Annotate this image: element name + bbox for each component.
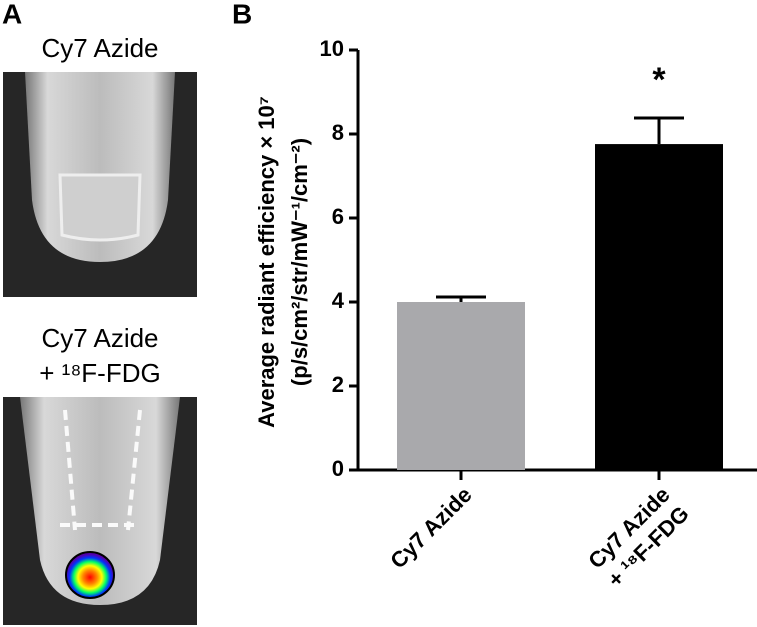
bar [397,302,525,470]
y-tick-label: 10 [320,36,344,61]
x-tick-label: Cy7 Azide [385,482,476,573]
image-label: + ¹⁸F-FDG [39,358,160,388]
panel-letter: B [232,0,252,29]
bar [595,144,723,470]
y-tick-label: 4 [332,288,345,313]
y-tick-label: 0 [332,456,344,481]
y-axis-title: Average radiant efficiency × 10⁷ [254,96,279,428]
significance-mark: * [652,61,666,99]
y-tick-label: 8 [332,120,344,145]
y-tick-label: 2 [332,372,344,397]
image-label: Cy7 Azide [41,33,158,63]
image-label: Cy7 Azide [41,323,158,353]
tube-image [3,397,197,625]
panel-letter: A [2,0,22,29]
y-tick-label: 6 [332,204,344,229]
tube-image [3,72,197,297]
y-axis-title: (p/s/cm²/str/mW⁻¹/cm⁻²) [287,138,312,386]
